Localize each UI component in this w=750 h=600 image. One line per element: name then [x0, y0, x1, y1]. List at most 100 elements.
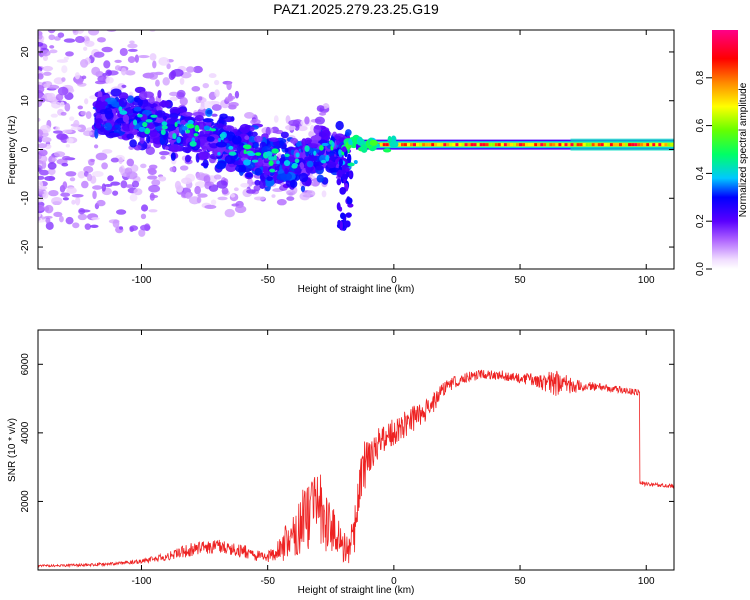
- spectrogram-cell: [88, 13, 99, 19]
- spectrogram-cell: [56, 59, 69, 63]
- spectrogram-cell: [42, 55, 49, 62]
- spectrogram-cell: [320, 159, 327, 164]
- spectrogram-cell: [91, 217, 100, 221]
- spectrogram-cell: [276, 160, 280, 165]
- spectrogram-cell: [38, 217, 41, 221]
- tone-cell: [485, 143, 489, 147]
- spectrogram-cell: [325, 154, 330, 162]
- tone-cell: [643, 143, 647, 147]
- spectrogram-cell: [53, 151, 66, 158]
- spectrogram-cell: [120, 67, 127, 76]
- spectrogram-cell: [51, 196, 63, 205]
- spectrogram-cell: [298, 172, 309, 183]
- spectrogram-cell: [43, 83, 51, 88]
- spectrogram-cell: [176, 136, 181, 144]
- spectrogram-cell: [53, 211, 63, 217]
- tone-cell: [640, 143, 644, 147]
- spectrogram-cell: [60, 101, 65, 107]
- spectrogram-cell: [44, 0, 53, 3]
- spectrogram-cell: [92, 190, 97, 200]
- tone-cell: [473, 143, 477, 147]
- spectrogram-cell: [103, 15, 113, 19]
- spectrogram-cell: [56, 133, 68, 140]
- spectrogram-cell: [95, 152, 108, 161]
- spectrogram-cell: [38, 160, 44, 165]
- spectrogram-cell: [85, 111, 92, 120]
- spectrogram-cell: [243, 149, 247, 154]
- spectrogram-cell: [228, 145, 234, 150]
- spectrogram-cell: [200, 162, 209, 167]
- spectrogram-cell: [294, 158, 300, 164]
- spectrogram-cell: [49, 45, 55, 49]
- spectrogram-cell: [319, 145, 324, 151]
- spectrogram-cell: [105, 69, 112, 77]
- spectrogram-cell: [286, 190, 296, 196]
- spectrogram-cell: [346, 197, 353, 205]
- spectrogram-cell: [192, 111, 205, 117]
- spectrogram-cell: [129, 225, 139, 231]
- figure-title: PAZ1.2025.279.23.25.G19: [273, 1, 439, 17]
- spectrogram-cell: [55, 93, 64, 101]
- spectrogram-cell: [254, 152, 262, 156]
- tone-cell: [625, 143, 629, 147]
- spectrogram-cell: [121, 84, 127, 88]
- spectrogram-cell: [119, 226, 124, 230]
- tone-cell: [658, 143, 662, 147]
- spectrogram-cell: [159, 150, 170, 156]
- tone-cell: [670, 143, 674, 147]
- spectrogram-cell: [347, 162, 355, 167]
- spectrogram-cell: [42, 65, 54, 72]
- spectrogram-cell: [314, 116, 325, 125]
- spectrogram-cell: [46, 16, 57, 25]
- spectrogram-cell: [118, 24, 127, 29]
- tone-cell: [606, 143, 610, 147]
- spectrogram-cell: [353, 159, 358, 165]
- spectrogram-cell: [268, 160, 274, 166]
- spectrogram-cell: [215, 163, 226, 170]
- spectrogram-cell: [108, 132, 120, 138]
- spectrogram-cell: [70, 126, 82, 130]
- spectrogram-cell: [40, 24, 46, 27]
- spectrogram-cell: [336, 178, 342, 186]
- tone-cell: [631, 143, 635, 147]
- spectrogram-cell: [90, 158, 96, 163]
- spectrogram-cell: [217, 152, 221, 156]
- spectrogram-cell: [137, 55, 150, 59]
- spectrogram-cell: [74, 36, 85, 43]
- spectrogram-cell: [103, 60, 111, 69]
- spectrogram-cell: [66, 137, 74, 144]
- spectrogram-cell: [106, 30, 117, 32]
- spectrogram-cell: [176, 120, 181, 124]
- spectrogram-cell: [127, 56, 136, 64]
- spectrogram-cell: [283, 159, 291, 167]
- tone-cell: [497, 143, 501, 147]
- spectrogram-cell: [306, 160, 314, 168]
- spectrogram-cell: [57, 32, 65, 38]
- spectrogram-cell: [119, 47, 128, 57]
- spectrogram-cell: [230, 193, 236, 198]
- spectrogram-cell: [339, 186, 347, 195]
- tone-cell: [452, 143, 456, 147]
- spectrogram-cell: [62, 197, 69, 201]
- spectrogram-cell: [71, 194, 84, 198]
- tone-cell: [655, 143, 659, 147]
- tone-cell: [661, 143, 665, 147]
- spectrogram-cell: [101, 162, 108, 170]
- tone-cell: [446, 143, 450, 147]
- spectrogram-cell: [77, 105, 84, 110]
- tone-cell: [449, 143, 453, 147]
- spectrogram-cell: [59, 0, 67, 2]
- spectrogram-cell: [44, 204, 54, 214]
- spectrogram-cell: [185, 129, 191, 134]
- tone-cell: [528, 143, 532, 147]
- spectrogram-cell: [43, 0, 51, 2]
- spectrogram-cell: [307, 143, 319, 148]
- tone-cell: [509, 143, 513, 147]
- spectrogram-cell: [230, 95, 236, 100]
- spectrogram-cell: [234, 160, 241, 165]
- spectrogram-cell: [61, 65, 68, 74]
- spectrogram-cell: [269, 168, 276, 173]
- spectrogram-cell: [288, 119, 301, 127]
- spectrogram-cell: [199, 106, 205, 110]
